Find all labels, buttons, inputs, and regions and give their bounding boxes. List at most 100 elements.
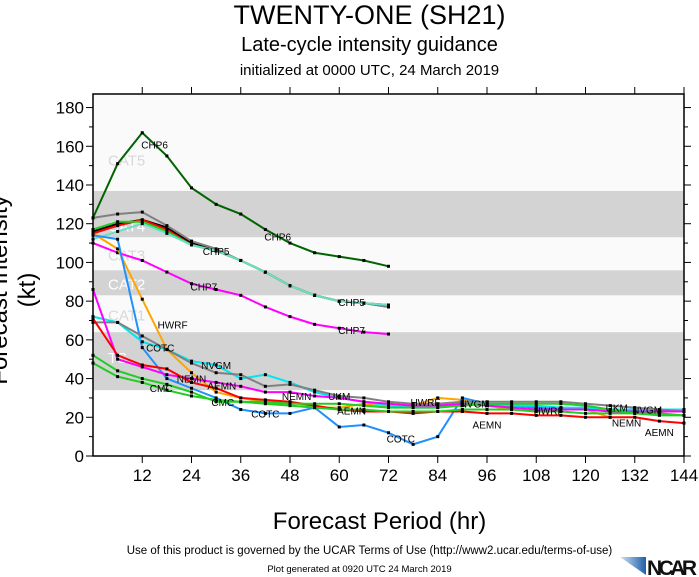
data-point [337,394,341,398]
data-point [116,357,120,361]
data-point [337,299,341,303]
data-point [263,411,267,415]
data-point [608,409,612,413]
data-point [534,408,538,412]
data-point [559,408,563,412]
data-point [608,408,612,412]
data-point [288,411,292,415]
data-point [190,380,193,384]
data-point [337,255,341,259]
data-point [313,251,317,255]
data-point [190,243,193,247]
data-point [362,408,366,412]
data-point [288,400,292,404]
data-point [362,409,366,413]
data-point [633,406,637,410]
data-point [140,365,144,369]
data-point [190,390,193,394]
series-label: HWRF [158,320,188,331]
data-point [140,222,144,226]
data-point [510,411,514,415]
data-point [239,408,243,412]
y-tick-label: 0 [75,447,84,466]
data-point [263,402,267,406]
series-label: CMC [150,384,173,395]
series-label: AEMN [645,428,674,439]
data-point [165,348,169,352]
data-point [534,400,538,404]
data-point [436,402,440,406]
data-point [657,408,661,412]
data-point [239,384,243,388]
data-point [436,396,440,400]
data-point [214,386,218,390]
data-point [263,228,267,232]
data-point [534,406,538,410]
generated-time: Plot generated at 0920 UTC 24 March 2019 [267,564,452,575]
data-point [190,377,193,381]
data-point [608,411,612,415]
data-point [362,330,366,334]
data-point [534,409,538,413]
data-point [313,402,317,406]
data-point [559,402,563,406]
y-tick-label: 80 [65,292,84,311]
x-tick-label: 12 [133,466,152,485]
series-label: CHP5 [203,247,230,258]
data-point [116,251,120,255]
series-label: NEMN [177,375,206,386]
chart-title: TWENTY-ONE (SH21) [233,0,506,30]
data-point [387,264,390,268]
series-label: NEMN [282,392,311,403]
data-point [116,237,120,241]
series-label: HWRF [410,398,440,409]
series-label: AEMN [473,420,502,431]
data-point [337,402,341,406]
x-tick-label: 144 [670,466,698,485]
data-point [485,411,489,415]
x-tick-label: 132 [621,466,649,485]
data-point [313,404,317,408]
data-point [337,406,341,410]
data-point [140,210,144,214]
data-point [608,415,612,419]
data-point [633,415,637,419]
series-label: AEMN [207,381,236,392]
series-label: CMC [211,398,234,409]
data-point [116,375,120,379]
series-label: NVGM [632,406,662,417]
data-point [116,224,120,228]
data-point [485,400,489,404]
x-tick-label: 84 [428,466,447,485]
data-point [165,228,169,232]
data-point [214,396,218,400]
data-point [387,406,390,410]
data-point [263,400,267,404]
data-point [337,326,341,330]
series-label: NVGM [460,400,490,411]
data-point [214,371,218,375]
data-point [140,363,144,367]
data-point [460,408,464,412]
data-point [411,409,415,413]
data-point [214,288,218,292]
x-tick-label: 108 [522,466,550,485]
data-point [239,400,243,404]
data-point [387,332,390,336]
band-cat4 [93,190,684,238]
data-point [559,400,563,404]
data-point [214,390,218,394]
data-point [214,400,218,404]
band-label: CAT2 [108,277,145,294]
data-point [657,411,661,415]
y-tick-label: 120 [56,215,84,234]
data-point [116,353,120,357]
data-point [140,334,144,338]
y-tick-label: 160 [56,137,84,156]
data-point [190,241,193,245]
data-point [584,415,587,419]
data-point [657,419,661,423]
data-point [165,377,169,381]
svg-text:NCAR: NCAR [647,557,697,577]
data-point [239,293,243,297]
